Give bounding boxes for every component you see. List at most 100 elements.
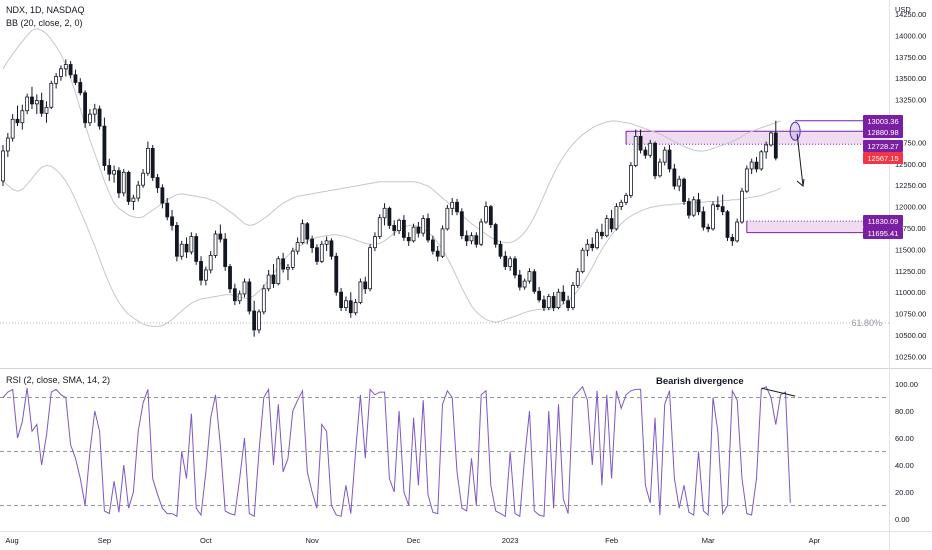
fibonacci-level: 61.80% — [0, 318, 889, 328]
candle-body — [657, 161, 662, 177]
candle-body — [88, 113, 92, 124]
candle-body — [571, 284, 575, 309]
price-tick-label: 12000.00 — [895, 203, 926, 212]
candle-body — [174, 225, 179, 257]
price-tick-label: 12250.00 — [895, 181, 926, 190]
candle-body — [102, 125, 107, 166]
time-tick-label: Feb — [605, 536, 618, 545]
candle-body — [184, 243, 189, 253]
candle-body — [290, 250, 295, 268]
candle-body — [295, 242, 300, 252]
candle-body — [218, 233, 223, 240]
candle-body — [522, 280, 527, 288]
projection-arrow-head — [796, 178, 805, 187]
candle-body — [411, 226, 416, 242]
bearish-divergence-annotation: Bearish divergence — [656, 376, 744, 387]
candle-body — [10, 118, 15, 139]
candle-body — [701, 211, 706, 228]
candle-body — [39, 100, 44, 114]
price-tag-bg — [863, 227, 903, 239]
candle-body — [194, 236, 199, 262]
candle-body — [63, 64, 68, 70]
candle-body — [590, 243, 595, 249]
time-tick-label: Aug — [5, 536, 18, 545]
price-axis[interactable]: 14250.00 14000.00 13750.00 13500.00 13250.00… — [895, 10, 926, 361]
candle-body — [648, 142, 653, 156]
candle-body — [542, 299, 546, 309]
time-tick-label: Sep — [98, 536, 111, 545]
main-panel-background — [0, 0, 889, 368]
price-tick-label: 12500.00 — [895, 160, 926, 169]
candle-body — [107, 165, 112, 175]
candle-body — [711, 204, 715, 230]
candle-body — [368, 247, 372, 290]
candle-body — [556, 291, 561, 309]
candle-body — [493, 224, 498, 245]
bb-indicator-label[interactable]: BB (20, close, 2, 0) — [6, 18, 83, 28]
supply-demand-zones[interactable] — [625, 120, 889, 234]
candle-body — [513, 258, 517, 276]
rsi-line — [2, 385, 791, 518]
candle-body — [426, 218, 430, 241]
candle-body — [488, 206, 493, 225]
price-tag-label: 11695.41 — [868, 229, 899, 238]
candle-body — [677, 178, 682, 187]
time-tick-label: 2023 — [502, 536, 519, 545]
candle-body — [223, 238, 228, 267]
candle-body — [397, 219, 401, 231]
time-tick-label: Oct — [200, 536, 213, 545]
candle-body — [430, 239, 435, 252]
candle-body — [20, 110, 25, 124]
bb-lower-band — [2, 164, 781, 327]
candle-body — [600, 231, 604, 237]
price-tag-bg — [863, 215, 903, 227]
candle-body — [92, 108, 97, 115]
candle-body — [136, 184, 141, 199]
candle-body — [339, 291, 344, 309]
candle-body — [725, 211, 730, 238]
time-axis[interactable]: Aug Sep Oct Nov Dec 2023 Feb Mar Apr — [5, 536, 820, 545]
candle-body — [696, 199, 701, 213]
candle-body — [373, 236, 377, 249]
candle-body — [377, 217, 382, 237]
candle-body — [319, 243, 324, 262]
candle-body — [720, 206, 725, 213]
candle-body — [271, 274, 276, 285]
rsi-indicator-label[interactable]: RSI (2, close, SMA, 14, 2) — [6, 375, 110, 385]
candle-body — [715, 204, 720, 208]
rsi-tick-label: 0.00 — [895, 515, 910, 524]
candle-body — [561, 291, 566, 302]
candle-body — [744, 168, 749, 192]
candle-body — [773, 132, 778, 159]
candle-body — [769, 132, 773, 146]
price-tag-label: 12880.98 — [867, 128, 898, 137]
candle-body — [126, 171, 131, 202]
candle-body — [170, 216, 174, 226]
candle-body — [749, 161, 754, 170]
candle-body — [68, 64, 73, 76]
price-tick-label: 13750.00 — [895, 53, 926, 62]
candle-body — [324, 240, 329, 245]
candle-body — [83, 92, 88, 124]
candle-body — [237, 293, 242, 302]
symbol-label[interactable]: NDX, 1D, NASDAQ — [6, 5, 85, 15]
divergence-line — [761, 387, 796, 397]
candle-body — [503, 255, 508, 267]
candle-body — [300, 223, 305, 243]
candle-body — [141, 172, 145, 186]
price-tags: 13003.36 12880.98 12728.27 12567.15 11830.09… — [863, 115, 903, 239]
candle-body — [228, 266, 232, 290]
drawing-tools[interactable] — [789, 121, 805, 187]
candle-body — [97, 108, 102, 127]
candle-body — [73, 74, 78, 83]
candle-body — [706, 226, 711, 230]
candle-body — [759, 151, 764, 170]
price-tag-bg — [863, 126, 903, 138]
candle-body — [450, 201, 455, 209]
candle-body — [532, 271, 537, 292]
candle-body — [604, 218, 609, 237]
candle-body — [764, 144, 769, 153]
candle-body — [474, 235, 479, 245]
fib-618-label: 61.80% — [851, 318, 882, 328]
